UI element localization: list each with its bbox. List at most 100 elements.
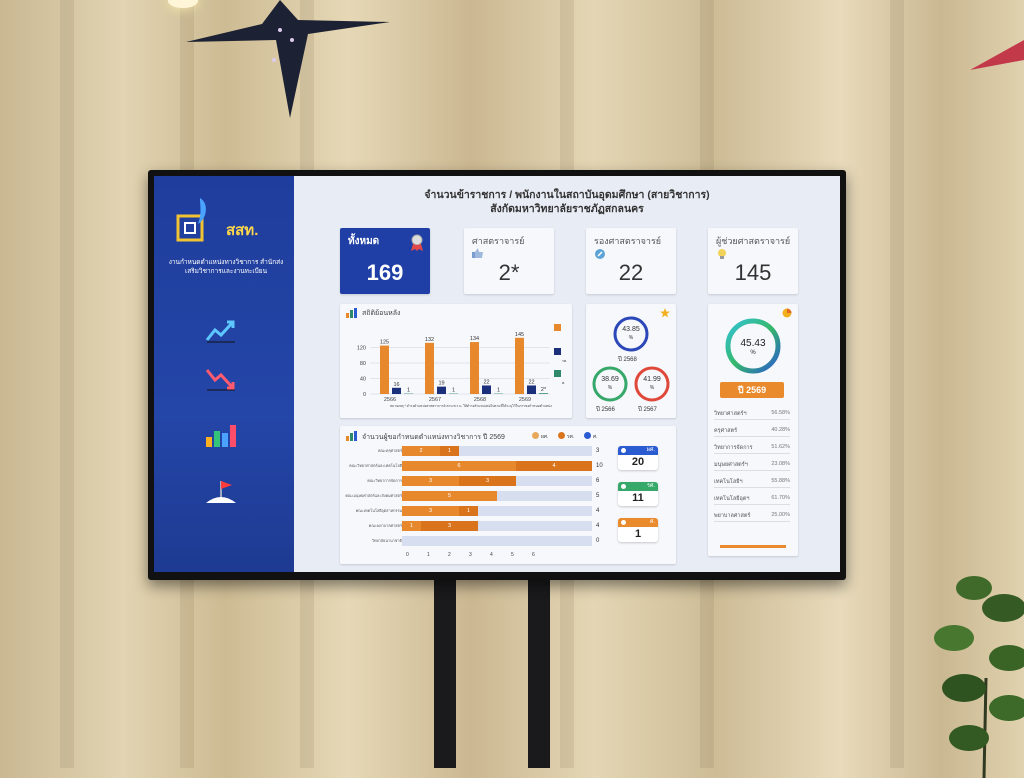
goal-flag-icon[interactable] (204, 476, 238, 506)
bar-chart-icon[interactable] (204, 420, 238, 450)
faculty-name: ครุศาสตร์ (714, 427, 737, 435)
tv-stand-pole (528, 570, 550, 768)
bar-segment: 1 (459, 506, 478, 516)
ring-2566-unit: % (590, 385, 630, 391)
faculty-percent: 51.62% (771, 444, 790, 450)
faculty-name: วิทยาการจัดการ (714, 444, 753, 452)
x-tick-label: 2 (448, 552, 451, 558)
mini-bar-chart-icon (346, 431, 358, 441)
bar-segment: 1 (402, 521, 421, 531)
x-tick-label: 2568 (474, 397, 486, 403)
page-subtitle: สังกัดมหาวิทยาลัยราชภัฏสกลนคร (294, 200, 840, 217)
office-name: งานกำหนดตำแหน่งทางวิชาการ สำนักส่งเสริมว… (166, 258, 286, 276)
bar-value-label: 132 (425, 337, 434, 343)
bar-value-label: 2* (541, 387, 547, 393)
y-tick-label: 0 (363, 392, 366, 398)
row-total: 0 (596, 538, 599, 544)
applicant-badge: ผศ.20 (618, 446, 658, 470)
faculty-percent: 61.70% (771, 495, 790, 501)
trend-up-icon[interactable] (204, 316, 238, 346)
history-note: หมายเหตุ * ดำรงตำแหน่งศาสตราจารย์ ตาม พ.… (390, 404, 566, 408)
faculty-footer-bar (720, 545, 786, 548)
bar (539, 393, 548, 394)
bar-value-label: 134 (470, 336, 479, 342)
tv-monitor: สสท. งานกำหนดตำแหน่งทางวิชาการ สำนักส่งเ… (148, 170, 846, 580)
x-tick-label: 2567 (429, 397, 441, 403)
person-icon (621, 520, 626, 525)
pie-icon (782, 308, 792, 318)
faculty-percent: 55.88% (771, 478, 790, 484)
curtain-fold (60, 0, 74, 768)
ring-2567-year: ปี 2567 (638, 404, 657, 414)
legend-text-professor: ศ. (593, 433, 598, 441)
professor-value: 2* (464, 260, 554, 286)
total-card: ทั้งหมด 169 (340, 228, 430, 294)
category-label: คณะวิทยาศาสตร์และเทคโนโลยี (344, 463, 402, 469)
trend-down-icon[interactable] (204, 364, 238, 394)
badge-value: 20 (618, 456, 658, 468)
bar (470, 342, 479, 394)
ring-2568-year: ปี 2568 (618, 354, 637, 364)
bar (425, 343, 434, 394)
applicants-panel-title: จำนวนผู้ขอกำหนดตำแหน่งทางวิชาการ ปี 2569 (362, 432, 505, 443)
bar-value-label: 22 (483, 379, 489, 385)
mini-bar-chart-icon (346, 308, 358, 318)
category-label: คณะเทคโนโลยีอุตสาหกรรม (344, 508, 402, 514)
associate-professor-value: 22 (586, 260, 676, 286)
award-ribbon-icon (410, 234, 424, 252)
tv-stand-pole (434, 570, 456, 768)
faculty-percent: 56.58% (771, 410, 790, 416)
history-bar-chart: 0408012012516125661321912567134221256814… (340, 318, 572, 404)
ring-2566 (590, 364, 630, 404)
bar-segment: 3 (459, 476, 516, 486)
ring-2567 (632, 364, 672, 404)
applicant-badge: ศ.1 (618, 518, 658, 542)
legend-text-assistant: ผศ. (541, 433, 549, 441)
x-tick-label: 2569 (519, 397, 531, 403)
applicants-panel: จำนวนผู้ขอกำหนดตำแหน่งทางวิชาการ ปี 2569… (340, 426, 676, 564)
faculty-row: ครุศาสตร์ 40.28% (714, 425, 790, 437)
faculty-name: พยาบาลศาสตร์ (714, 512, 750, 520)
bar-value-label: 145 (515, 332, 524, 338)
hanging-star-decoration (180, 0, 400, 120)
associate-professor-card: รองศาสตราจารย์ 22 (586, 228, 676, 294)
bar-segment: 3 (402, 506, 459, 516)
category-label: คณะมนุษยศาสตร์และสังคมศาสตร์ (344, 493, 402, 499)
logo: สสท. (176, 190, 276, 246)
bar-value-label: 1 (452, 388, 455, 394)
y-tick-label: 40 (360, 377, 366, 383)
bar-segment: 2 (402, 446, 440, 456)
category-label: คณะครุศาสตร์ (344, 448, 402, 454)
bar-value-label: 16 (393, 382, 399, 388)
ring-2567-value: 41.99 (632, 376, 672, 383)
row-total: 4 (596, 508, 599, 514)
compass-icon (594, 248, 606, 260)
badge-value: 1 (618, 528, 658, 540)
ring-2567-unit: % (632, 385, 672, 391)
y-tick-label: 120 (357, 346, 366, 352)
star-icon (660, 308, 670, 318)
legend-dot-professor (584, 432, 591, 439)
faculty-percent: 40.28% (771, 427, 790, 433)
bar-segment: 1 (440, 446, 459, 456)
dashboard-screen: สสท. งานกำหนดตำแหน่งทางวิชาการ สำนักส่งเ… (154, 176, 840, 572)
row-total: 3 (596, 448, 599, 454)
bar-value-label: 22 (528, 379, 534, 385)
row-total: 10 (596, 463, 603, 469)
main-content: จำนวนข้าราชการ / พนักงานในสถาบันอุดมศึกษ… (294, 176, 840, 572)
ring-2566-value: 38.69 (590, 376, 630, 383)
total-value: 169 (340, 260, 430, 286)
faculty-percent: 25.00% (771, 512, 790, 518)
badge-value: 11 (618, 492, 658, 504)
row-total: 4 (596, 523, 599, 529)
